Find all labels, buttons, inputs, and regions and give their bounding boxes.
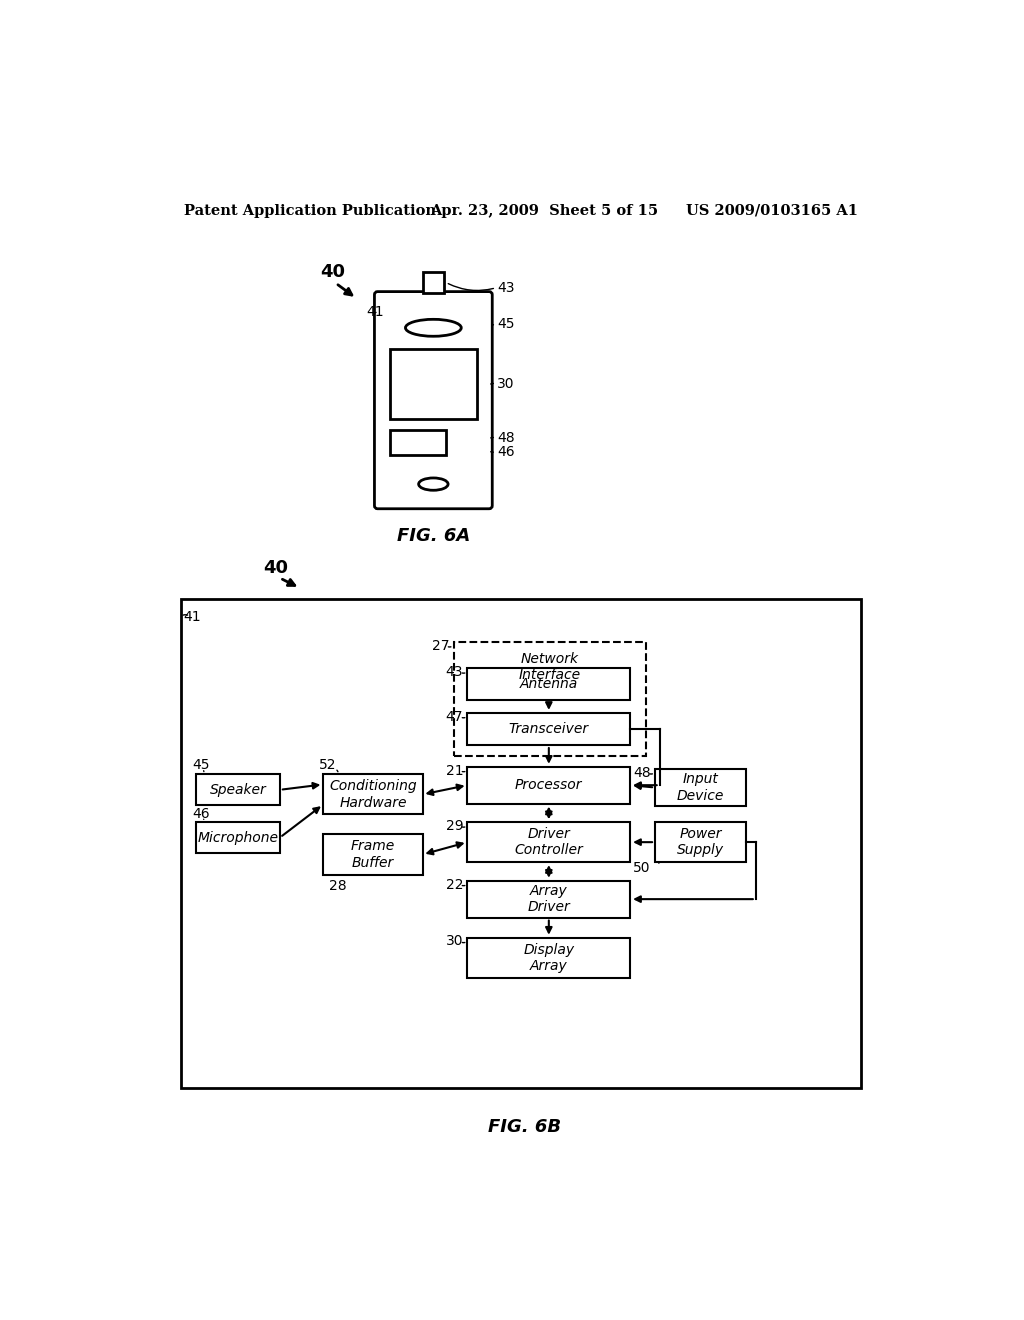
Text: 52: 52 xyxy=(319,758,337,772)
Bar xyxy=(197,775,280,805)
Text: Conditioning
Hardware: Conditioning Hardware xyxy=(329,779,417,809)
Text: 29: 29 xyxy=(445,818,464,833)
Ellipse shape xyxy=(419,478,449,490)
Text: Display
Array: Display Array xyxy=(523,942,574,973)
Bar xyxy=(390,430,445,455)
Text: 30: 30 xyxy=(497,378,514,391)
Text: 30: 30 xyxy=(445,935,463,949)
Bar xyxy=(423,272,444,293)
Bar xyxy=(180,599,861,1088)
Bar xyxy=(467,937,630,978)
Text: 48: 48 xyxy=(497,430,514,445)
Bar xyxy=(655,822,746,862)
Text: Speaker: Speaker xyxy=(210,783,266,797)
Text: Transceiver: Transceiver xyxy=(509,722,589,737)
Text: 40: 40 xyxy=(321,264,345,281)
Bar xyxy=(467,713,630,744)
Text: 41: 41 xyxy=(183,610,202,623)
Text: Frame
Buffer: Frame Buffer xyxy=(351,840,395,870)
Text: 43: 43 xyxy=(497,281,514,294)
Text: Driver
Controller: Driver Controller xyxy=(514,828,584,857)
Text: Network
Interface: Network Interface xyxy=(518,652,581,681)
Text: 47: 47 xyxy=(445,710,463,723)
Text: Input
Device: Input Device xyxy=(677,772,724,803)
Text: Patent Application Publication: Patent Application Publication xyxy=(183,203,436,218)
Bar xyxy=(324,775,423,814)
Text: Array
Driver: Array Driver xyxy=(527,884,570,915)
Text: 43: 43 xyxy=(445,665,463,678)
Text: 45: 45 xyxy=(497,317,514,331)
Text: 40: 40 xyxy=(263,560,289,577)
Text: US 2009/0103165 A1: US 2009/0103165 A1 xyxy=(686,203,858,218)
Text: 28: 28 xyxy=(330,879,347,894)
Bar xyxy=(454,642,646,756)
Text: 45: 45 xyxy=(193,758,210,772)
Bar xyxy=(655,770,746,807)
Text: Processor: Processor xyxy=(515,779,583,792)
Text: 22: 22 xyxy=(445,878,463,891)
Text: 50: 50 xyxy=(633,862,651,875)
Text: 48: 48 xyxy=(633,766,651,780)
Bar xyxy=(324,834,423,875)
FancyBboxPatch shape xyxy=(375,292,493,508)
Text: Antenna: Antenna xyxy=(520,677,578,692)
Bar xyxy=(197,822,280,853)
Text: Power
Supply: Power Supply xyxy=(677,828,724,857)
Bar xyxy=(390,348,477,420)
Bar xyxy=(467,880,630,917)
Text: Microphone: Microphone xyxy=(198,830,279,845)
Text: 46: 46 xyxy=(193,808,210,821)
Text: Apr. 23, 2009  Sheet 5 of 15: Apr. 23, 2009 Sheet 5 of 15 xyxy=(430,203,658,218)
Bar xyxy=(467,767,630,804)
Text: 27: 27 xyxy=(432,639,450,653)
Ellipse shape xyxy=(406,319,461,337)
Text: 41: 41 xyxy=(367,305,384,319)
Bar xyxy=(467,822,630,862)
Text: FIG. 6B: FIG. 6B xyxy=(488,1118,561,1137)
Text: 21: 21 xyxy=(445,763,464,777)
Text: FIG. 6A: FIG. 6A xyxy=(396,527,470,545)
Text: 46: 46 xyxy=(497,445,514,459)
Bar xyxy=(467,668,630,701)
